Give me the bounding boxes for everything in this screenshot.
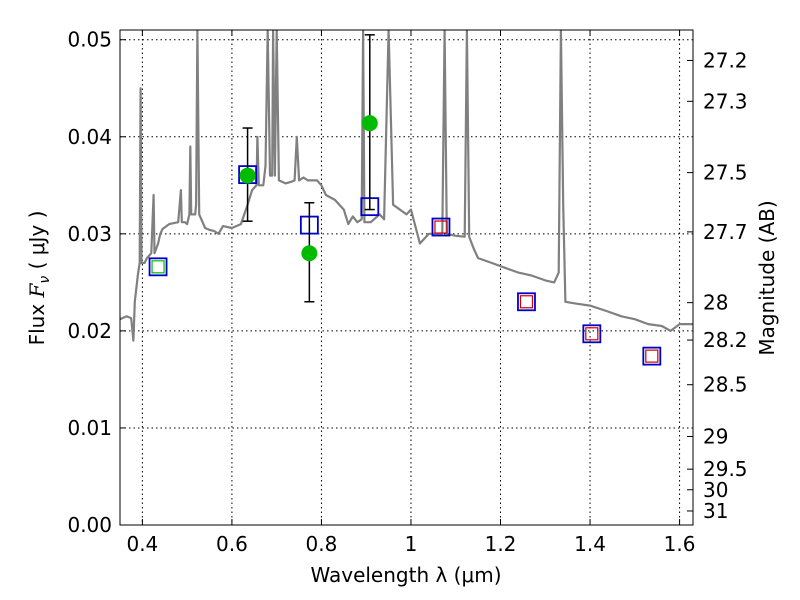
y2-tick-label: 27.2 <box>703 48 748 72</box>
x-tick-label: 1.6 <box>664 532 696 556</box>
grid <box>120 30 693 526</box>
axes: 0.4 0.6 0.8 1 1.2 1.4 1.6 0.00 0.01 0.02 0.03 0.04 0… <box>67 28 747 556</box>
observed-flux-point <box>361 115 378 132</box>
y2-tick-label: 29.5 <box>703 457 748 481</box>
y2-tick-label: 28.5 <box>703 373 748 397</box>
observed-flux-point <box>301 245 318 262</box>
y-tick-label: 0.00 <box>67 513 112 537</box>
ir-photometry-square <box>645 349 659 363</box>
x-tick-label: 1.2 <box>485 532 517 556</box>
y2-tick-label: 31 <box>703 499 728 523</box>
x-tick-label: 0.8 <box>306 532 338 556</box>
y-tick-label: 0.04 <box>67 125 112 149</box>
observed-flux-point <box>239 167 256 184</box>
x-tick-label: 1.4 <box>574 532 606 556</box>
y2-tick-label: 27.5 <box>703 161 748 185</box>
y-axis-label: Flux Fν ( μJy ) <box>25 211 53 346</box>
y2-tick-label: 27.3 <box>703 89 748 113</box>
x-tick-label: 1 <box>405 532 418 556</box>
model-photometry-square <box>642 346 662 366</box>
model-photometry-square <box>517 292 536 312</box>
y-tick-label: 0.05 <box>67 28 112 52</box>
model-photometry-square <box>582 324 602 344</box>
y-tick-label: 0.01 <box>67 416 112 440</box>
x-axis-label: Wavelength λ (μm) <box>310 563 501 587</box>
plot-content <box>120 30 693 366</box>
ir-photometry-square <box>519 295 534 309</box>
plot-frame <box>119 29 694 526</box>
x-tick-label: 0.4 <box>126 532 158 556</box>
model-photometry-square <box>148 257 168 277</box>
y-tick-label: 0.03 <box>67 222 112 246</box>
ir-photometry-square <box>434 220 448 234</box>
ir-photometry-square <box>585 327 599 341</box>
y2-tick-label: 27.7 <box>703 220 748 244</box>
model-photometry-square <box>431 217 451 237</box>
y2-tick-label: 30 <box>703 478 728 502</box>
upper-limit-square <box>151 260 165 274</box>
y-tick-label: 0.02 <box>67 319 112 343</box>
spectrum-line <box>120 30 693 342</box>
y2-tick-label: 28.2 <box>703 328 748 352</box>
x-tick-label: 0.6 <box>216 532 248 556</box>
y2-tick-label: 29 <box>703 424 728 448</box>
y2-tick-label: 28 <box>703 291 728 315</box>
y2-axis-label: Magnitude (AB) <box>755 200 779 355</box>
